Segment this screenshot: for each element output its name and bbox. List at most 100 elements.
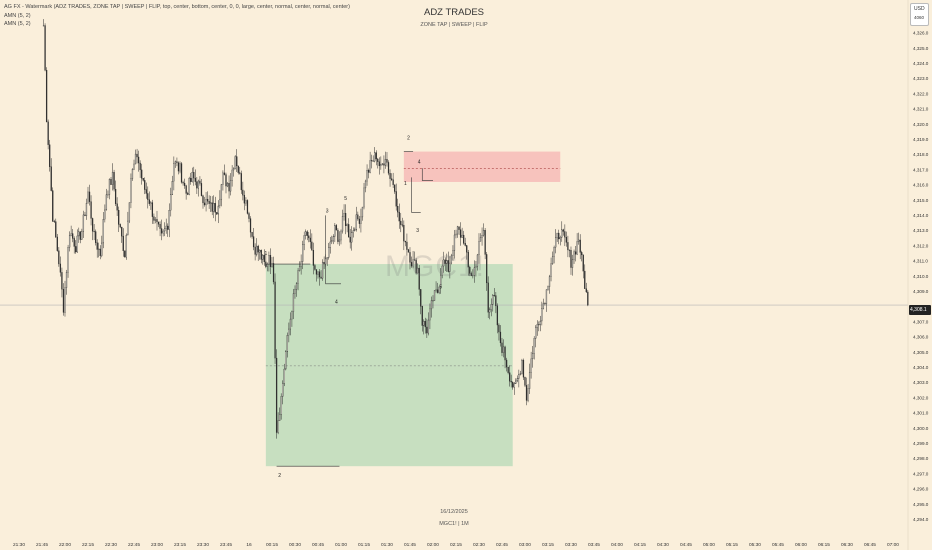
candle-body: [242, 189, 244, 196]
candle-body: [314, 265, 316, 270]
candle-body: [288, 328, 290, 336]
price-tick-label: 4,302.0: [913, 395, 929, 400]
price-tick-label: 4,303.0: [913, 380, 929, 385]
time-tick-label: 22:15: [82, 542, 94, 548]
candle-body: [107, 194, 109, 196]
candle-body: [182, 182, 184, 184]
candle-body: [257, 245, 259, 253]
candle-body: [535, 327, 537, 339]
candle-body: [42, 25, 45, 27]
candle-body: [102, 219, 104, 244]
candle-body: [410, 262, 413, 267]
candle-body: [214, 203, 216, 213]
candle-body: [114, 189, 117, 204]
candle-body: [343, 213, 345, 217]
candle-body: [306, 231, 308, 236]
candle-body: [148, 199, 150, 204]
candle-body: [329, 241, 331, 248]
candle-body: [427, 319, 430, 334]
candle-body: [56, 236, 58, 251]
swing-label-5: 2: [407, 135, 410, 141]
candle-body: [481, 235, 483, 238]
candle-body: [157, 221, 160, 225]
candle-body: [421, 306, 423, 326]
candle-body: [528, 371, 531, 389]
candle-body: [561, 229, 563, 238]
swing-label-4: 5: [344, 196, 347, 202]
candle-body: [294, 289, 296, 294]
price-tick-label: 4,317.0: [913, 167, 929, 172]
candle-body: [220, 184, 223, 200]
candle-body: [309, 237, 311, 243]
indicator-amn-2[interactable]: AMN (5, 2): [4, 21, 31, 27]
candle-body: [363, 187, 365, 208]
candle-body: [565, 237, 568, 243]
symbol-watermark: MGC1!: [385, 250, 486, 283]
price-tick-label: 4,307.0: [913, 319, 929, 324]
candle-body: [489, 309, 491, 313]
candle-body: [522, 360, 525, 378]
indicator-amn-1[interactable]: AMN (5, 2): [4, 13, 31, 19]
candle-body: [286, 335, 288, 352]
candle-body: [394, 184, 396, 192]
candle-body: [571, 259, 574, 268]
candle-body: [386, 159, 388, 163]
candle-body: [318, 271, 321, 278]
structure-line: [325, 215, 341, 285]
candle-body: [185, 185, 187, 194]
candle-body: [576, 241, 578, 255]
candle-body: [137, 156, 140, 164]
indicator-watermark[interactable]: AG FX - Watermark (ADZ TRADES, ZONE TAP …: [4, 4, 350, 10]
candle-body: [467, 251, 469, 268]
price-tick-label: 4,311.0: [913, 259, 928, 264]
candle-body: [298, 265, 301, 271]
candle-body: [259, 249, 261, 253]
candle-body: [423, 320, 425, 326]
price-tick-label: 4,310.0: [913, 274, 929, 279]
candle-body: [418, 267, 420, 290]
candle-body: [387, 162, 390, 174]
candle-body: [527, 388, 529, 401]
candle-body: [397, 206, 399, 213]
price-tick-label: 4,325.0: [913, 46, 929, 51]
candle-body: [544, 303, 546, 305]
candle-body: [153, 216, 155, 221]
candle-body: [578, 239, 580, 242]
price-tick-label: 4,309.0: [913, 289, 929, 294]
candle-body: [110, 178, 112, 185]
candle-body: [96, 242, 98, 250]
candle-body: [432, 300, 434, 302]
candle-body: [426, 326, 428, 334]
candle-body: [424, 320, 426, 328]
time-tick-label: 23:00: [151, 542, 163, 548]
candle-body: [413, 259, 416, 261]
price-tick-label: 4,297.0: [913, 471, 929, 476]
time-tick-label: 06:45: [864, 542, 876, 548]
candle-body: [392, 179, 394, 185]
candle-body: [320, 276, 322, 279]
candle-body: [142, 178, 144, 181]
candle-body: [377, 158, 379, 162]
candle-body: [305, 231, 307, 236]
candle-body: [469, 266, 471, 274]
candle-body: [453, 234, 456, 251]
currency-button[interactable]: [910, 3, 929, 26]
candle-body: [400, 220, 402, 225]
candle-body: [291, 311, 293, 320]
candle-body: [479, 237, 482, 242]
candle-body: [513, 383, 515, 388]
swing-label-3: 4: [335, 300, 338, 306]
candle-body: [458, 226, 460, 230]
candle-body: [162, 230, 164, 234]
candle-body: [533, 338, 535, 354]
candle-body: [361, 206, 364, 218]
swing-label-6: 1: [404, 181, 407, 187]
price-tick-label: 4,306.0: [913, 335, 929, 340]
candle-body: [472, 275, 474, 277]
candle-body: [179, 163, 181, 172]
candle-body: [210, 202, 212, 204]
candle-body: [545, 289, 548, 305]
candle-body: [79, 231, 81, 240]
